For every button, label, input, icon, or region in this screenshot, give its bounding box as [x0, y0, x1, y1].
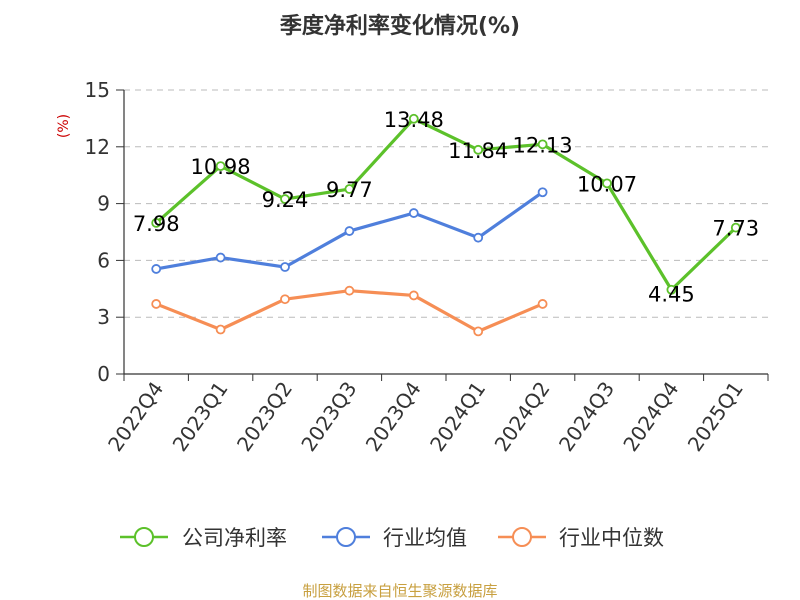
data-label: 7.73 — [712, 217, 759, 241]
legend-item-1[interactable]: 行业均值 — [322, 526, 467, 550]
x-tick-label: 2023Q1 — [168, 377, 233, 456]
legend-label: 行业中位数 — [559, 526, 664, 550]
x-tick-label: 2024Q3 — [554, 377, 619, 456]
data-point[interactable] — [602, 178, 612, 189]
data-label: 4.45 — [648, 283, 695, 307]
data-point[interactable] — [473, 232, 484, 243]
data-point[interactable] — [151, 264, 162, 274]
data-label: 11.84 — [448, 139, 508, 163]
x-tick-label: 2024Q4 — [618, 377, 683, 456]
data-point[interactable] — [408, 290, 419, 301]
x-tick-label: 2024Q2 — [490, 377, 555, 456]
data-point[interactable] — [473, 326, 484, 337]
data-label: 13.48 — [384, 108, 444, 132]
data-label: 9.24 — [262, 188, 309, 212]
data-point[interactable] — [730, 222, 741, 233]
x-tick-label: 2024Q1 — [425, 377, 490, 456]
data-point[interactable] — [666, 284, 677, 295]
grid-lines — [124, 89, 768, 318]
y-axis-unit: (%) — [56, 114, 72, 138]
y-tick-label: 0 — [97, 362, 110, 386]
legend-marker-icon — [512, 527, 532, 547]
legend-label: 行业均值 — [383, 526, 467, 550]
chart-title: 季度净利率变化情况(%) — [280, 13, 520, 39]
x-tick-label: 2023Q4 — [361, 377, 426, 456]
x-tick-label: 2023Q3 — [296, 377, 361, 456]
data-point[interactable] — [537, 187, 548, 198]
legend[interactable]: 公司净利率 行业均值 行业中位数 — [120, 526, 664, 550]
data-label: 9.77 — [326, 178, 373, 202]
data-label: 10.07 — [577, 172, 637, 196]
data-point[interactable] — [151, 218, 162, 228]
data-point[interactable] — [280, 262, 290, 272]
y-tick-label: 12 — [85, 135, 110, 159]
y-tick-label: 6 — [97, 248, 110, 272]
y-tick-label: 15 — [85, 78, 110, 102]
data-point[interactable] — [537, 139, 548, 150]
data-point[interactable] — [280, 194, 290, 204]
y-tick-label: 3 — [97, 305, 110, 329]
data-label: 10.98 — [191, 155, 251, 179]
legend-item-0[interactable]: 公司净利率 — [120, 526, 287, 550]
x-tick-label: 2022Q4 — [103, 377, 168, 456]
legend-marker-icon — [336, 527, 356, 547]
data-point[interactable] — [280, 294, 290, 305]
legend-item-2[interactable]: 行业中位数 — [498, 526, 664, 550]
data-point[interactable] — [344, 285, 355, 296]
x-tick-label: 2023Q2 — [232, 377, 297, 456]
data-point[interactable] — [215, 252, 226, 263]
data-point[interactable] — [215, 324, 226, 335]
data-point[interactable] — [151, 299, 162, 309]
series-line-0 — [155, 117, 737, 292]
series-lines — [151, 113, 741, 337]
legend-marker-icon — [134, 527, 154, 547]
source-note: 制图数据来自恒生聚源数据库 — [302, 582, 497, 600]
data-point[interactable] — [344, 184, 355, 194]
data-label: 12.13 — [513, 133, 573, 157]
series-line-2 — [155, 289, 544, 333]
data-point[interactable] — [408, 208, 419, 218]
y-tick-label: 9 — [97, 192, 110, 216]
x-tick-label: 2025Q1 — [683, 377, 748, 456]
data-point[interactable] — [408, 113, 419, 124]
legend-label: 公司净利率 — [182, 526, 287, 550]
data-point[interactable] — [344, 226, 355, 236]
data-point[interactable] — [473, 144, 484, 155]
data-point[interactable] — [215, 161, 226, 172]
data-point[interactable] — [537, 299, 548, 309]
data-label: 7.98 — [133, 212, 180, 236]
